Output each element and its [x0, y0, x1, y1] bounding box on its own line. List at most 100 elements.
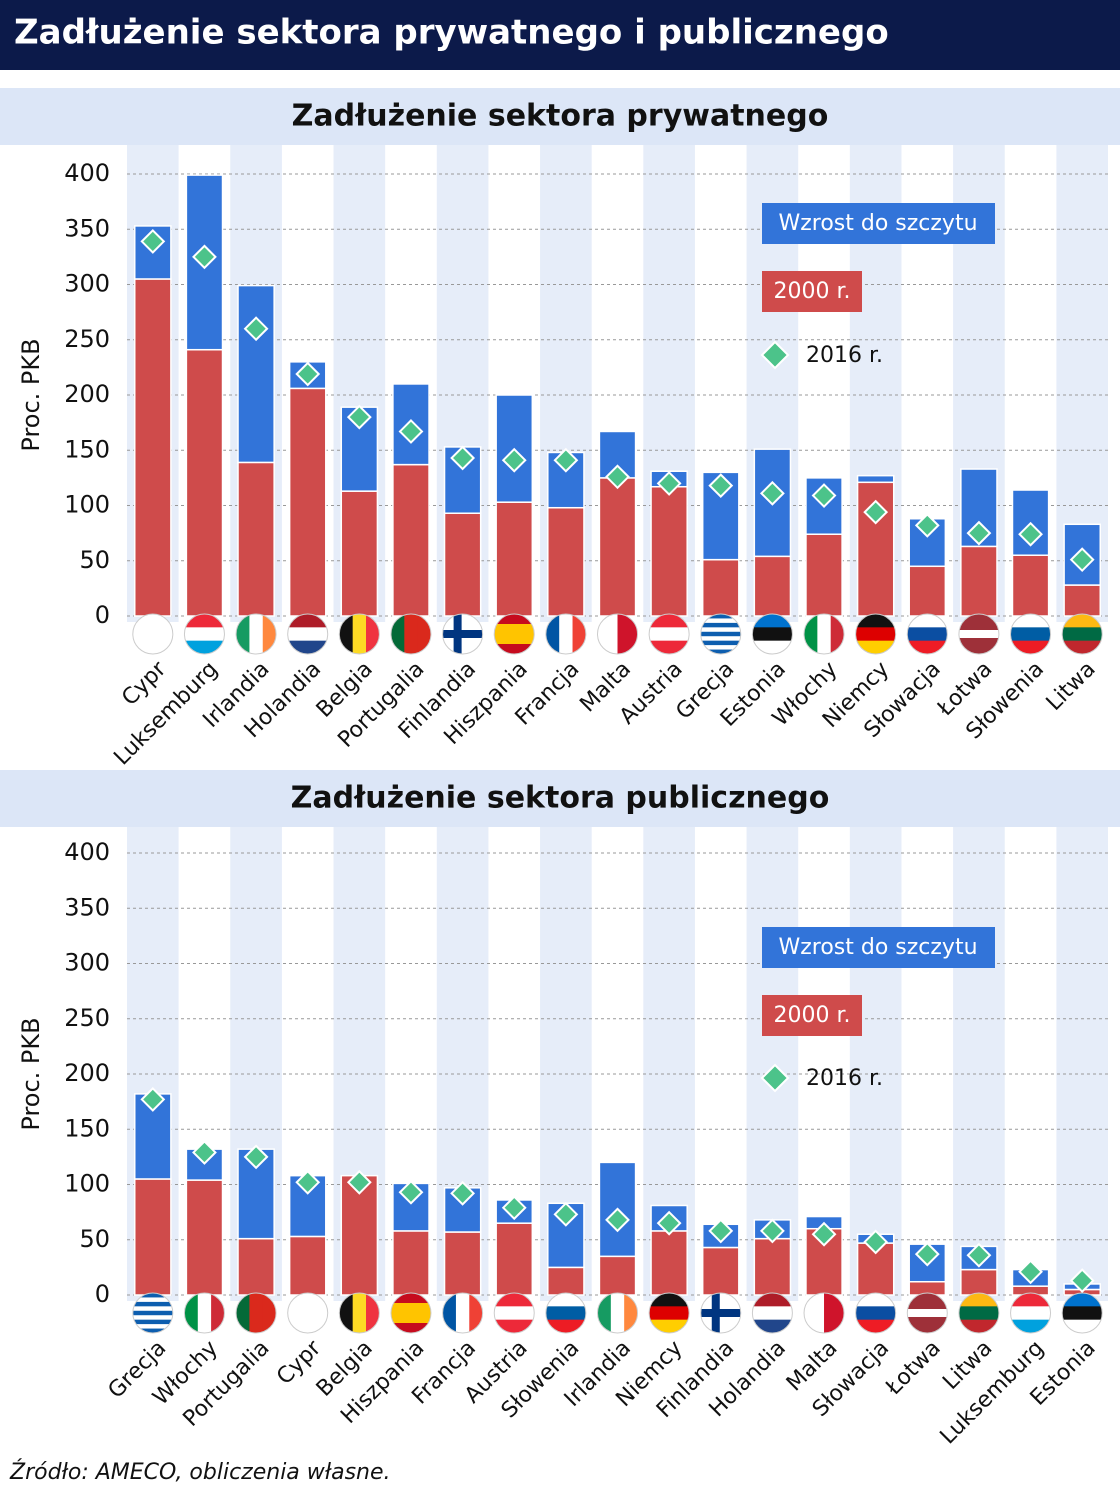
flag: [958, 614, 999, 654]
flag-part: [352, 614, 367, 654]
marker-2016: [863, 499, 889, 525]
flag-part: [1062, 1293, 1103, 1307]
flag-part: [132, 1310, 173, 1316]
flag-part: [907, 614, 948, 628]
marker-2016: [966, 1242, 992, 1268]
column-stripe: [849, 827, 902, 1301]
flag: [907, 614, 948, 654]
y-tick-label: 150: [64, 435, 110, 463]
y-tick-label: 100: [64, 491, 110, 519]
bar-2000: [185, 1179, 224, 1296]
flag-part: [390, 1293, 431, 1304]
legend-label: 2000 r.: [774, 279, 851, 304]
flag-ring: [442, 1292, 484, 1334]
flag: [958, 1293, 999, 1333]
flag-part: [958, 646, 999, 654]
bar-2000: [701, 1246, 740, 1296]
marker-2016: [553, 447, 579, 473]
flag-ring: [235, 1292, 277, 1334]
flag-part: [700, 618, 741, 624]
flag-part: [287, 614, 328, 628]
flag-part: [1010, 627, 1051, 642]
flag: [390, 1293, 431, 1333]
legend-swatch: [762, 927, 995, 968]
flag-part: [958, 1306, 999, 1321]
flag-part: [958, 630, 999, 639]
flag: [752, 1293, 793, 1333]
legend-label: Wzrost do szczytu: [778, 211, 977, 236]
section-band: [0, 88, 1120, 145]
flag-part: [236, 1293, 250, 1333]
bar-2000: [753, 555, 792, 617]
marker-2016: [192, 244, 217, 270]
flag-ring: [700, 613, 742, 655]
flag-part: [1062, 627, 1103, 642]
marker-2016: [863, 1229, 889, 1255]
marker-2016: [243, 316, 269, 342]
marker-2016: [914, 512, 940, 538]
flag-part: [211, 1293, 225, 1333]
flag-part: [817, 614, 832, 654]
flag-part: [649, 627, 690, 642]
y-tick-label: 300: [64, 270, 110, 298]
flag: [1062, 1293, 1103, 1333]
marker-2016: [759, 480, 785, 506]
bar-2000: [133, 278, 172, 617]
flag-part: [597, 1293, 612, 1333]
flag: [442, 614, 483, 654]
marker-2016: [811, 483, 837, 508]
marker-2016: [346, 1169, 372, 1195]
y-tick-label: 150: [64, 1114, 110, 1142]
flag: [649, 614, 690, 654]
marker-2016: [914, 1241, 940, 1267]
flag-part: [700, 631, 741, 637]
flag-part: [184, 640, 225, 654]
flag-part: [390, 614, 405, 654]
marker-2016: [656, 470, 682, 496]
flag-part: [404, 614, 419, 654]
section-band: [0, 770, 1120, 827]
flag-part: [545, 1306, 586, 1321]
flag-part: [855, 614, 896, 628]
flag: [804, 614, 845, 654]
flag-part: [417, 614, 431, 654]
flag-part: [649, 614, 690, 628]
flag-ring: [597, 613, 638, 655]
flag: [339, 614, 380, 654]
marker-2016: [140, 1087, 166, 1112]
flag: [597, 1293, 638, 1333]
y-tick-label: 350: [64, 893, 110, 921]
marker-2016: [398, 419, 424, 444]
flag-part: [752, 1319, 793, 1333]
flag-ring: [906, 1292, 948, 1334]
flag-part: [907, 1325, 948, 1333]
y-tick-label: 350: [64, 214, 110, 242]
flag-ring: [287, 613, 329, 655]
flag-part: [752, 1293, 793, 1307]
flag-ring: [803, 613, 845, 655]
bar-growth: [856, 474, 895, 484]
column-stripe: [953, 827, 1005, 1301]
flag-part: [700, 649, 741, 654]
flag-part: [700, 614, 741, 619]
y-tick-label: 250: [64, 325, 110, 353]
flag-ring: [545, 1292, 587, 1334]
flag-part: [804, 614, 818, 654]
flag-part: [494, 614, 535, 625]
marker-2016: [295, 361, 321, 387]
flag-part: [1062, 1319, 1103, 1333]
flag-part: [132, 1315, 173, 1321]
bar-2000: [650, 485, 688, 617]
flag-ring: [132, 1292, 174, 1334]
bar-2000: [650, 1230, 688, 1296]
flag-part: [1062, 640, 1103, 654]
flag: [855, 1293, 896, 1333]
marker-2016: [1069, 547, 1095, 573]
bar-growth: [237, 284, 275, 464]
flag-part: [958, 638, 999, 647]
flag-part: [453, 614, 462, 654]
legend-label: 2016 r.: [806, 1066, 883, 1091]
y-tick-label: 250: [64, 1004, 110, 1032]
bar-2000: [340, 1174, 379, 1296]
